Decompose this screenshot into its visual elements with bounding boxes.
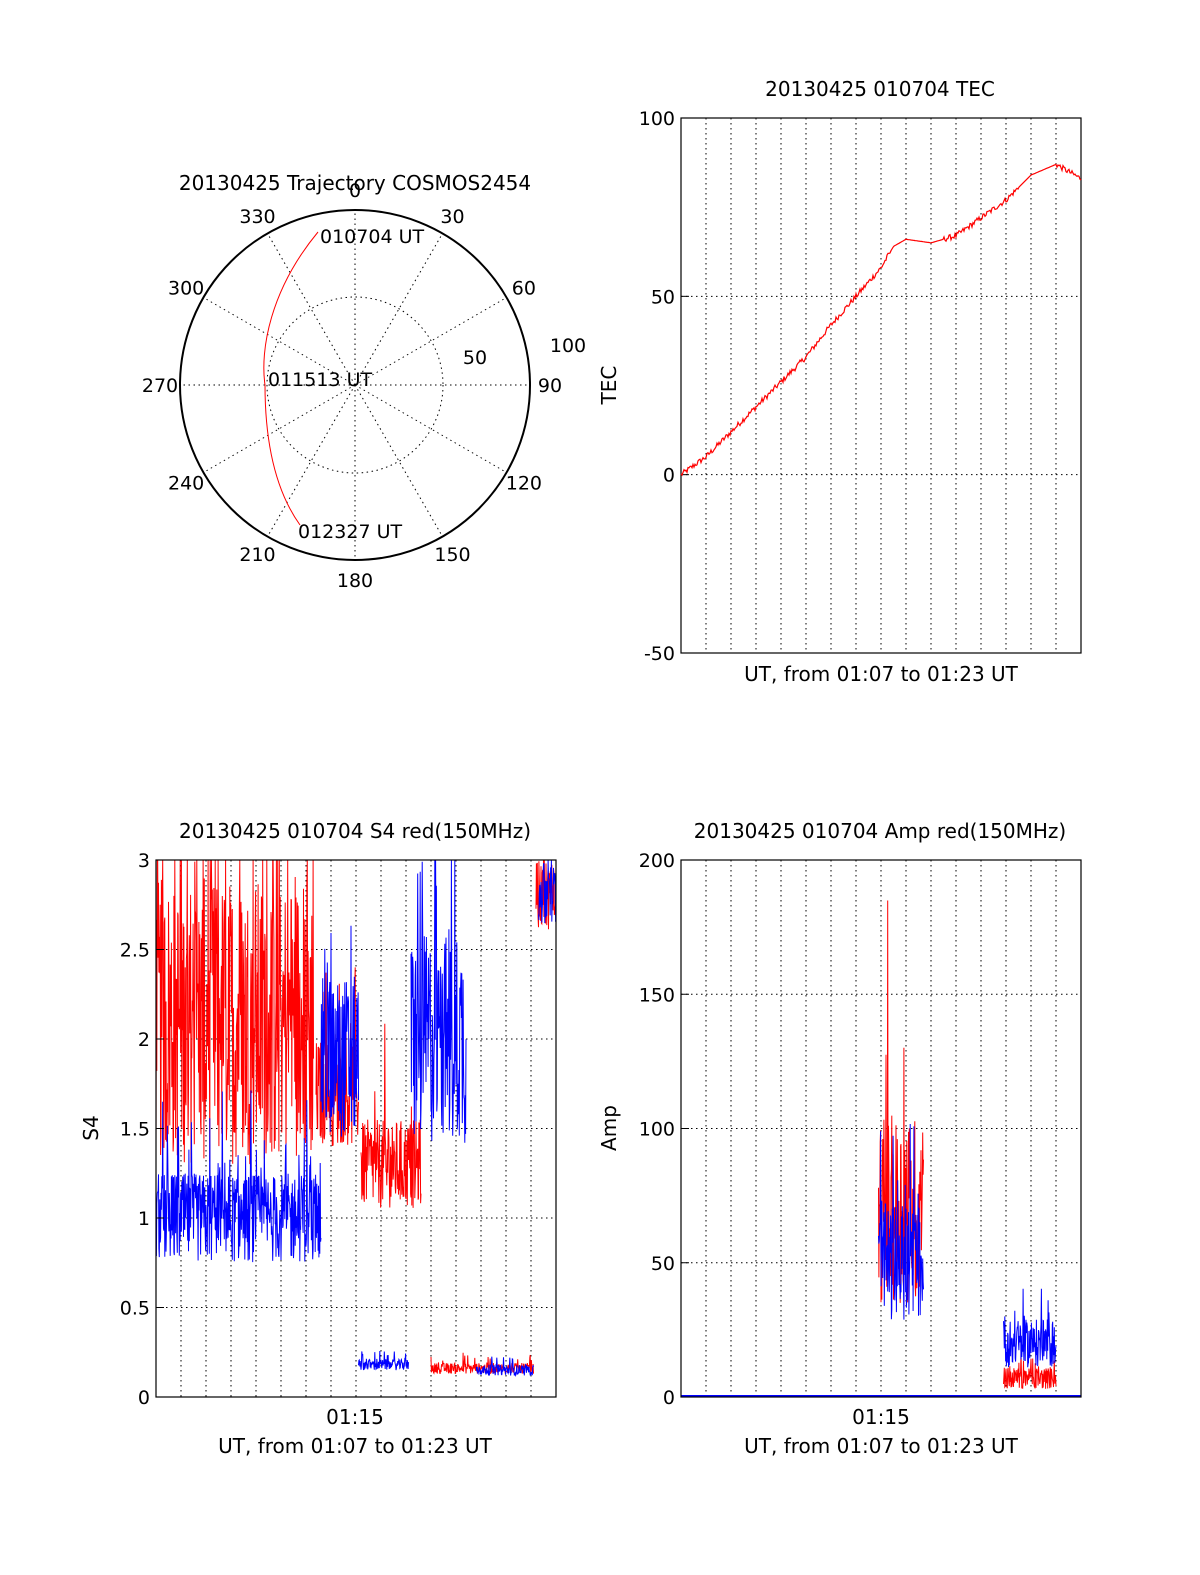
s4-ytick-label: 3 xyxy=(138,850,150,872)
tec-xlabel: UT, from 01:07 to 01:23 UT xyxy=(744,662,1019,686)
tec-title: 20130425 010704 TEC xyxy=(765,77,995,101)
amp-series-blue-segment-0 xyxy=(878,1123,924,1320)
tec-ytick-label: -50 xyxy=(644,643,675,665)
tec-panel: 20130425 010704 TEC -50 0 50 100 UT, from 0… xyxy=(597,77,1082,686)
trajectory-start-label: 010704 UT xyxy=(320,226,424,248)
s4-panel: 20130425 010704 S4 red(150MHz) 0 0.5 1 1.5 2… xyxy=(79,819,557,1458)
trajectory-end-label: 012327 UT xyxy=(298,521,402,543)
s4-series-blue-segment-2 xyxy=(358,1350,409,1371)
amp-ytick-label: 0 xyxy=(663,1387,675,1409)
s4-series-blue-segment-4 xyxy=(475,1356,534,1378)
tec-frame xyxy=(680,117,1082,654)
polar-grid xyxy=(180,210,530,560)
polar-azimuth-label-210: 210 xyxy=(239,544,275,566)
s4-ytick-label: 1 xyxy=(138,1208,150,1230)
polar-spoke-330 xyxy=(267,233,356,386)
amp-grid xyxy=(681,860,1081,1397)
s4-title: 20130425 010704 S4 red(150MHz) xyxy=(179,819,531,843)
s4-series-blue-segment-3 xyxy=(410,859,467,1143)
polar-azimuth-label-330: 330 xyxy=(239,206,275,228)
amp-ytick-label: 50 xyxy=(651,1253,675,1275)
satellite-trajectory xyxy=(263,231,319,526)
s4-series-blue-segment-1 xyxy=(320,925,359,1137)
trajectory-mid-label: 011513 UT xyxy=(268,369,372,391)
amp-ytick-label: 100 xyxy=(639,1119,675,1141)
s4-ytick-label: 0 xyxy=(138,1387,150,1409)
s4-ytick-label: 2 xyxy=(138,1029,150,1051)
polar-azimuth-labels: 0 30 60 90 120 150 180 210 240 270 300 330 xyxy=(142,180,562,592)
tec-ytick-label: 100 xyxy=(639,108,675,130)
s4-data xyxy=(155,859,557,1378)
s4-ytick-label: 2.5 xyxy=(120,940,150,962)
polar-azimuth-label-270: 270 xyxy=(142,375,178,397)
s4-series-blue-segment-5 xyxy=(538,859,557,924)
polar-plot: 20130425 Trajectory COSMOS2454 0 30 60 90 12… xyxy=(142,171,586,592)
polar-spoke-210 xyxy=(267,384,356,537)
tec-series-line xyxy=(680,163,1082,477)
s4-series-red-segment-0 xyxy=(155,859,314,1165)
amp-ylabel: Amp xyxy=(597,1105,621,1151)
polar-title: 20130425 Trajectory COSMOS2454 xyxy=(179,171,531,195)
s4-series-red-segment-2 xyxy=(360,1023,422,1208)
amp-ytick-label: 150 xyxy=(639,984,675,1006)
polar-outer-circle xyxy=(179,209,531,561)
amp-series-red-segment-1 xyxy=(1003,1353,1057,1390)
amp-title: 20130425 010704 Amp red(150MHz) xyxy=(694,819,1066,843)
polar-azimuth-label-0: 0 xyxy=(349,180,361,202)
s4-series-blue-segment-0 xyxy=(155,1090,322,1263)
amp-xtick-label: 01:15 xyxy=(852,1405,910,1429)
s4-xlabel: UT, from 01:07 to 01:23 UT xyxy=(218,1434,493,1458)
amp-series-red-segment-0 xyxy=(878,900,924,1303)
polar-azimuth-label-240: 240 xyxy=(168,473,204,495)
polar-spoke-150 xyxy=(354,384,443,537)
s4-y-ticks: 0 0.5 1 1.5 2 2.5 3 xyxy=(120,850,164,1409)
polar-spoke-30 xyxy=(354,233,443,386)
polar-azimuth-label-180: 180 xyxy=(337,570,373,592)
polar-radial-label-100: 100 xyxy=(550,335,586,357)
polar-spoke-300 xyxy=(203,297,356,386)
polar-azimuth-label-150: 150 xyxy=(434,544,470,566)
tec-ytick-label: 0 xyxy=(663,465,675,487)
amp-y-ticks: 0 50 100 150 200 xyxy=(639,850,689,1409)
s4-xtick-label: 01:15 xyxy=(326,1405,384,1429)
tec-ytick-label: 50 xyxy=(651,286,675,308)
tec-grid xyxy=(681,118,1081,653)
polar-ring-50 xyxy=(266,296,444,474)
polar-azimuth-label-60: 60 xyxy=(512,278,536,300)
polar-spoke-240 xyxy=(203,384,356,473)
amp-ytick-label: 200 xyxy=(639,850,675,872)
s4-ytick-label: 1.5 xyxy=(120,1119,150,1141)
amp-data xyxy=(681,900,1081,1397)
polar-spoke-60 xyxy=(354,297,507,386)
tec-ylabel: TEC xyxy=(597,366,621,406)
tec-y-ticks: -50 0 50 100 xyxy=(639,108,689,665)
polar-azimuth-label-300: 300 xyxy=(168,278,204,300)
polar-azimuth-label-120: 120 xyxy=(506,473,542,495)
polar-azimuth-label-90: 90 xyxy=(538,375,562,397)
amp-xlabel: UT, from 01:07 to 01:23 UT xyxy=(744,1434,1019,1458)
amp-panel: 20130425 010704 Amp red(150MHz) 0 50 100 15… xyxy=(597,819,1082,1458)
polar-spoke-120 xyxy=(354,384,507,473)
amp-series-blue-segment-1 xyxy=(1003,1288,1057,1368)
s4-ytick-label: 0.5 xyxy=(120,1298,150,1320)
s4-grid xyxy=(156,860,556,1397)
s4-ylabel: S4 xyxy=(79,1115,103,1140)
polar-radial-label-50: 50 xyxy=(463,347,487,369)
polar-azimuth-label-30: 30 xyxy=(440,206,464,228)
